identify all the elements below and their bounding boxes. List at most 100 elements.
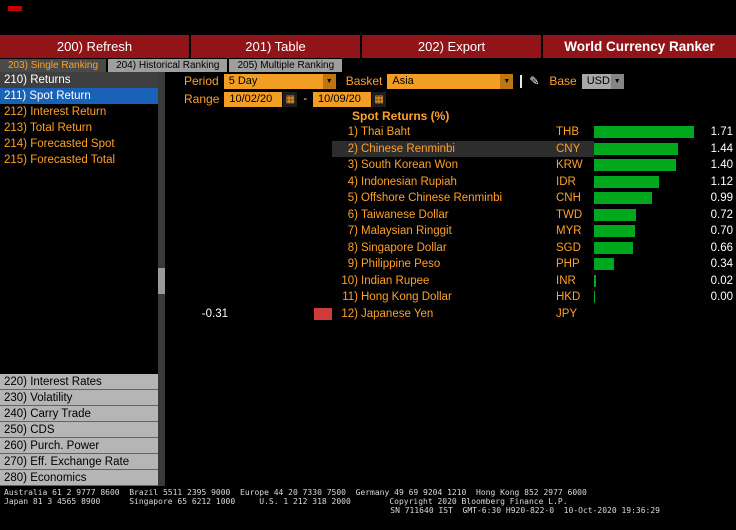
positive-bar-zone bbox=[594, 207, 698, 224]
return-bar bbox=[594, 241, 633, 254]
basket-dropdown[interactable]: Asia ▼ bbox=[387, 73, 514, 89]
range-end-input[interactable]: 10/09/20 bbox=[313, 91, 372, 107]
chart-row[interactable]: 10) Indian Rupee INR 0.02 bbox=[166, 273, 736, 290]
rank-label: 7) bbox=[347, 225, 358, 238]
chart-row[interactable]: 9) Philippine Peso PHP 0.34 bbox=[166, 256, 736, 273]
sidebar-item-forecasted-total[interactable]: 215) Forecasted Total bbox=[0, 152, 158, 168]
range-label: Range bbox=[184, 92, 220, 106]
chart-row[interactable]: 7) Malaysian Ringgit MYR 0.70 bbox=[166, 223, 736, 240]
toolbar-tab-refresh[interactable]: 200) Refresh bbox=[0, 35, 189, 58]
rank-label: 11) bbox=[342, 291, 358, 304]
sidebar-item-volatility[interactable]: 230) Volatility bbox=[0, 390, 158, 406]
chevron-down-icon[interactable]: ▼ bbox=[610, 73, 624, 89]
control-divider bbox=[520, 74, 523, 88]
base-dropdown[interactable]: USD ▼ bbox=[581, 73, 624, 89]
footer-line-3: SN 711640 IST GMT-6:30 H920-822-0 10-Oct… bbox=[390, 506, 660, 515]
basket-value: Asia bbox=[392, 75, 414, 87]
sidebar-header-returns[interactable]: 210) Returns bbox=[0, 72, 158, 88]
sidebar-item-forecasted-spot[interactable]: 214) Forecasted Spot bbox=[0, 136, 158, 152]
currency-name: Thai Baht bbox=[361, 126, 411, 139]
toolbar-tab-export[interactable]: 202) Export bbox=[362, 35, 541, 58]
chart-title: Spot Returns (%) bbox=[352, 109, 450, 123]
chart-row[interactable]: 5) Offshore Chinese Renminbi CNH 0.99 bbox=[166, 190, 736, 207]
currency-label-zone: 9) Philippine Peso PHP bbox=[332, 256, 594, 273]
tab-historical-ranking[interactable]: 204) Historical Ranking bbox=[108, 59, 228, 72]
period-dropdown[interactable]: 5 Day ▼ bbox=[223, 73, 336, 89]
currency-ticker: CNH bbox=[556, 192, 581, 205]
value-label: 1.40 bbox=[710, 159, 733, 172]
value-label: 0.00 bbox=[710, 291, 733, 304]
value-label: 0.99 bbox=[710, 192, 733, 205]
currency-ticker: JPY bbox=[556, 307, 578, 320]
currency-ticker: HKD bbox=[556, 291, 581, 304]
currency-label-zone: 6) Taiwanese Dollar TWD bbox=[332, 207, 594, 224]
negative-bar-zone bbox=[228, 174, 332, 191]
currency-name: Philippine Peso bbox=[361, 258, 441, 271]
currency-ticker: INR bbox=[556, 274, 576, 287]
negative-bar-zone bbox=[228, 207, 332, 224]
currency-name: South Korean Won bbox=[361, 159, 458, 172]
currency-ticker: MYR bbox=[556, 225, 582, 238]
calendar-icon[interactable]: ▦ bbox=[372, 91, 387, 107]
chart-row[interactable]: 1) Thai Baht THB 1.71 bbox=[166, 124, 736, 141]
chart-row[interactable]: -0.31 12) Japanese Yen JPY bbox=[166, 306, 736, 323]
tab-multiple-ranking[interactable]: 205) Multiple Ranking bbox=[229, 59, 343, 72]
chart-row[interactable]: 11) Hong Kong Dollar HKD 0.00 bbox=[166, 289, 736, 306]
sidebar-item-total-return[interactable]: 213) Total Return bbox=[0, 120, 158, 136]
currency-label-zone: 1) Thai Baht THB bbox=[332, 124, 594, 141]
chart-row[interactable]: 4) Indonesian Rupiah IDR 1.12 bbox=[166, 174, 736, 191]
range-start-input[interactable]: 10/02/20 bbox=[224, 91, 283, 107]
sidebar-category-menu: 220) Interest Rates 230) Volatility 240)… bbox=[0, 374, 158, 486]
rank-label: 3) bbox=[347, 159, 358, 172]
rank-label: 1) bbox=[347, 126, 358, 139]
value-label: 0.34 bbox=[710, 258, 733, 271]
toolbar-tab-table[interactable]: 201) Table bbox=[191, 35, 360, 58]
return-bar bbox=[594, 225, 635, 238]
sidebar-item-spot-return[interactable]: 211) Spot Return bbox=[0, 88, 158, 104]
sidebar-item-interest-rates[interactable]: 220) Interest Rates bbox=[0, 374, 158, 390]
app-title: World Currency Ranker bbox=[543, 35, 736, 58]
calendar-icon[interactable]: ▦ bbox=[283, 91, 298, 107]
positive-bar-zone bbox=[594, 124, 698, 141]
positive-bar-zone bbox=[594, 240, 698, 257]
sidebar-item-eff-exchange-rate[interactable]: 270) Eff. Exchange Rate bbox=[0, 454, 158, 470]
sidebar-item-economics[interactable]: 280) Economics bbox=[0, 470, 158, 486]
currency-name: Offshore Chinese Renminbi bbox=[361, 192, 503, 205]
chart-row[interactable]: 3) South Korean Won KRW 1.40 bbox=[166, 157, 736, 174]
positive-bar-zone bbox=[594, 273, 698, 290]
chart-row[interactable]: 2) Chinese Renminbi CNY 1.44 bbox=[166, 140, 736, 158]
currency-name: Hong Kong Dollar bbox=[361, 291, 452, 304]
positive-bar-zone bbox=[594, 256, 698, 273]
chevron-down-icon[interactable]: ▼ bbox=[322, 73, 336, 89]
sidebar-item-carry-trade[interactable]: 240) Carry Trade bbox=[0, 406, 158, 422]
base-value: USD bbox=[586, 75, 610, 87]
return-bar bbox=[594, 175, 659, 188]
negative-bar-zone bbox=[228, 190, 332, 207]
sidebar-scrollbar[interactable] bbox=[158, 72, 165, 486]
value-label: 1.12 bbox=[710, 175, 733, 188]
base-label: Base bbox=[549, 74, 577, 88]
chevron-down-icon[interactable]: ▼ bbox=[500, 73, 514, 89]
currency-ticker: IDR bbox=[556, 175, 576, 188]
negative-bar-zone bbox=[228, 141, 332, 158]
currency-name: Indian Rupee bbox=[361, 274, 430, 287]
edit-pencil-icon[interactable]: ✎ bbox=[529, 74, 540, 88]
scrollbar-thumb[interactable] bbox=[158, 268, 165, 294]
positive-bar-zone bbox=[594, 141, 698, 158]
sidebar-item-cds[interactable]: 250) CDS bbox=[0, 422, 158, 438]
currency-label-zone: 3) South Korean Won KRW bbox=[332, 157, 594, 174]
range-start-value: 10/02/20 bbox=[229, 93, 273, 105]
tab-single-ranking[interactable]: 203) Single Ranking bbox=[0, 59, 107, 72]
positive-bar-zone bbox=[594, 289, 698, 306]
return-bar bbox=[594, 291, 595, 304]
chart-row[interactable]: 6) Taiwanese Dollar TWD 0.72 bbox=[166, 207, 736, 224]
value-label: 0.70 bbox=[710, 225, 733, 238]
sidebar-item-interest-return[interactable]: 212) Interest Return bbox=[0, 104, 158, 120]
negative-bar-zone bbox=[228, 124, 332, 141]
chart-row[interactable]: 8) Singapore Dollar SGD 0.66 bbox=[166, 240, 736, 257]
currency-label-zone: 2) Chinese Renminbi CNY bbox=[332, 140, 594, 157]
return-bar bbox=[314, 307, 332, 320]
sidebar-item-purch-power[interactable]: 260) Purch. Power bbox=[0, 438, 158, 454]
return-bar bbox=[594, 208, 636, 221]
